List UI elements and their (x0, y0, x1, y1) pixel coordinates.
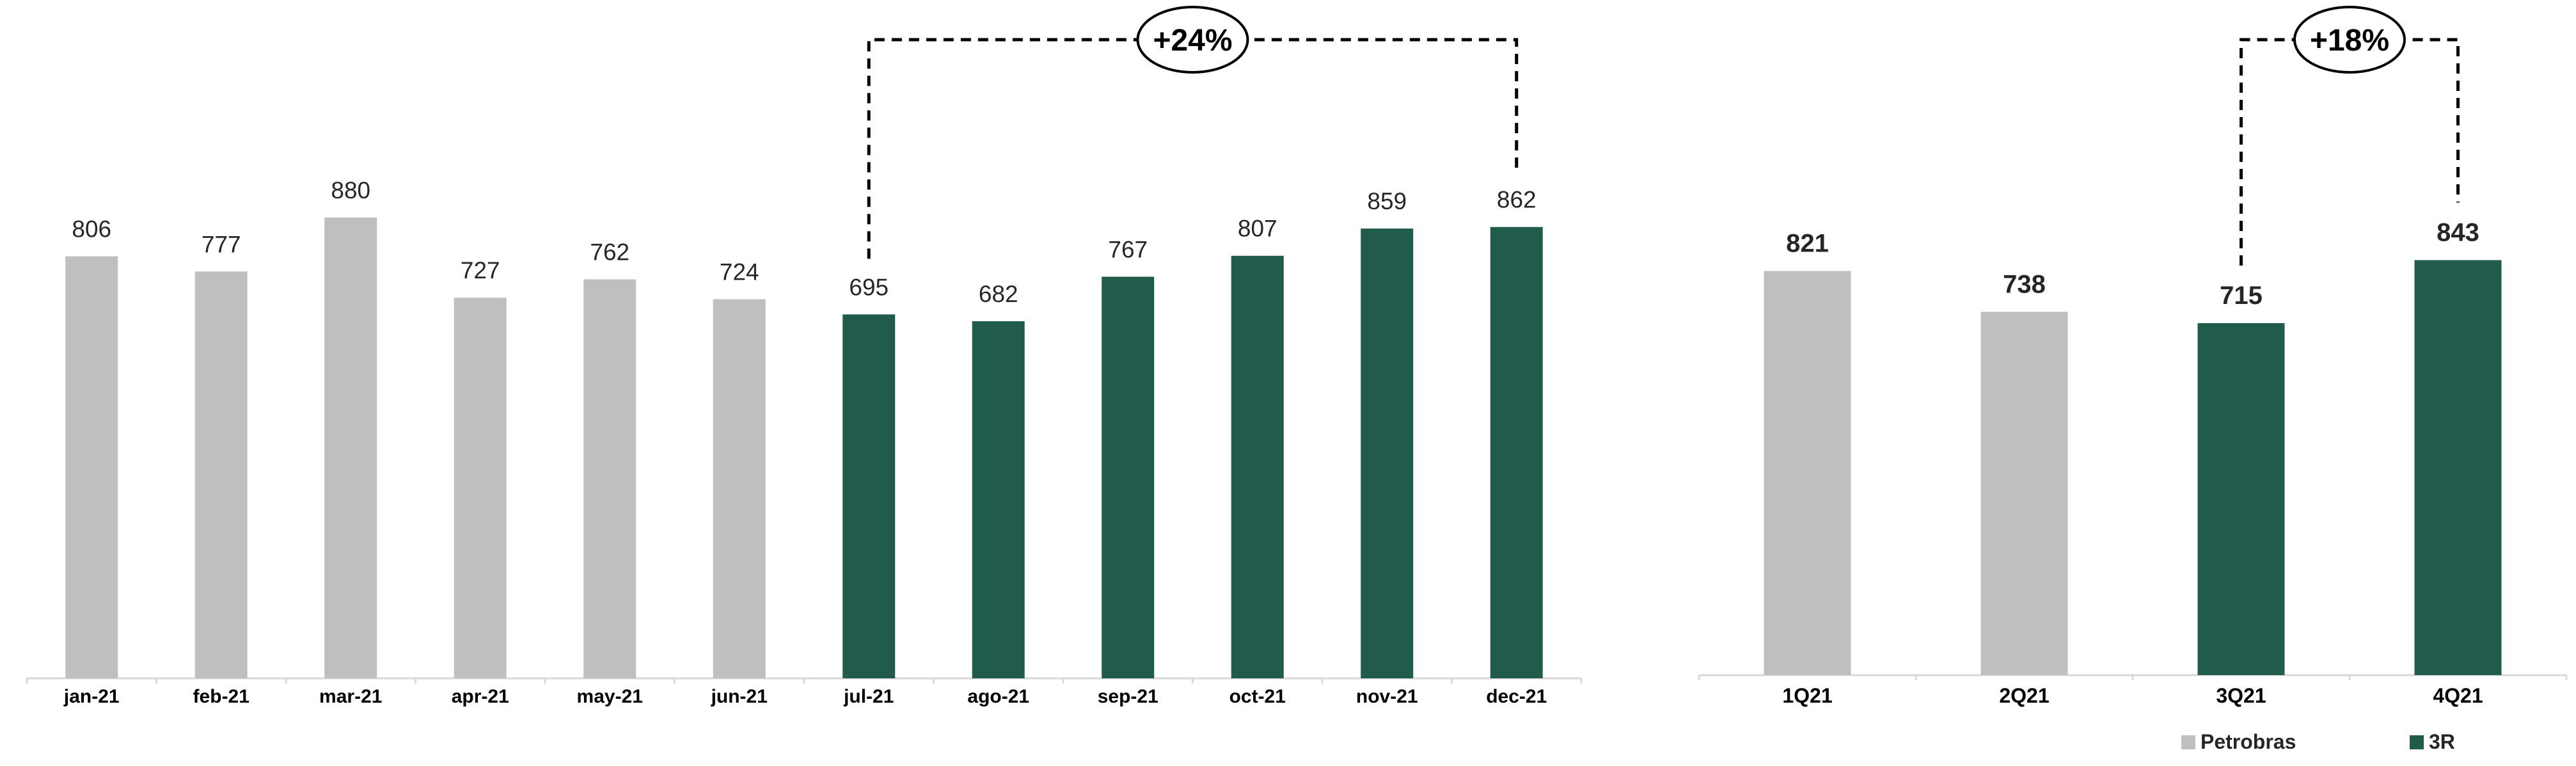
data-label: 738 (2003, 270, 2046, 298)
legend-swatch (2410, 735, 2424, 749)
monthly-chart: 806 jan-21 777 feb-21 880 mar-21 727 apr-21 762 m… (26, 6, 1583, 707)
category-label: feb-21 (193, 686, 249, 707)
data-label: 727 (461, 257, 500, 283)
bar-may-21 (583, 279, 636, 678)
category-label: 1Q21 (1782, 684, 1832, 707)
category-label: jan-21 (63, 686, 120, 707)
data-label: 695 (849, 274, 889, 300)
bar-jul-21 (842, 314, 896, 678)
category-label: may-21 (577, 686, 643, 707)
category-label: 3Q21 (2216, 684, 2266, 707)
category-label: jun-21 (711, 686, 768, 707)
category-label: oct-21 (1229, 686, 1286, 707)
bar-ago-21 (972, 321, 1025, 678)
growth-label: +18% (2310, 24, 2389, 58)
legend: Petrobras 3R (2181, 730, 2455, 753)
bar-apr-21 (454, 298, 507, 679)
category-label: 2Q21 (1999, 684, 2049, 707)
legend-swatch (2181, 735, 2195, 749)
data-label: 880 (331, 177, 370, 203)
bar-nov-21 (1361, 228, 1414, 678)
growth-badge (2293, 6, 2406, 74)
bar-4Q21 (2414, 260, 2502, 675)
bar-mar-21 (324, 217, 377, 678)
bar-1Q21 (1764, 271, 1851, 676)
data-label: 715 (2220, 282, 2263, 310)
data-label: 859 (1367, 188, 1407, 214)
bar-sep-21 (1102, 276, 1155, 678)
data-label: 862 (1497, 187, 1537, 213)
data-label: 843 (2437, 218, 2479, 246)
category-label: apr-21 (452, 686, 509, 707)
data-label: 807 (1238, 216, 1277, 242)
category-label: dec-21 (1486, 686, 1547, 707)
bar-3Q21 (2197, 323, 2285, 675)
data-label: 724 (720, 259, 759, 285)
bar-jun-21 (713, 299, 766, 679)
data-label: 821 (1786, 229, 1829, 257)
category-label: mar-21 (319, 686, 382, 707)
category-label: sep-21 (1098, 686, 1158, 707)
legend-label: Petrobras (2201, 730, 2296, 753)
growth-label: +24% (1153, 24, 1232, 58)
data-label: 806 (72, 216, 111, 243)
bar-jan-21 (65, 256, 118, 679)
growth-badge (1136, 6, 1249, 74)
data-label: 762 (590, 239, 629, 266)
legend-label: 3R (2429, 730, 2455, 753)
quarterly-chart: 821 1Q21 738 2Q21 715 3Q21 843 4Q21 +18% (1698, 6, 2568, 707)
data-label: 777 (201, 231, 241, 257)
category-label: ago-21 (967, 686, 1029, 707)
category-label: 4Q21 (2433, 684, 2483, 707)
bar-2Q21 (1980, 312, 2068, 675)
bar-feb-21 (194, 271, 248, 678)
bar-dec-21 (1490, 227, 1543, 678)
data-label: 767 (1108, 236, 1148, 262)
data-label: 682 (979, 281, 1018, 307)
bar-oct-21 (1231, 255, 1284, 678)
category-label: jul-21 (843, 686, 894, 707)
category-label: nov-21 (1356, 686, 1418, 707)
